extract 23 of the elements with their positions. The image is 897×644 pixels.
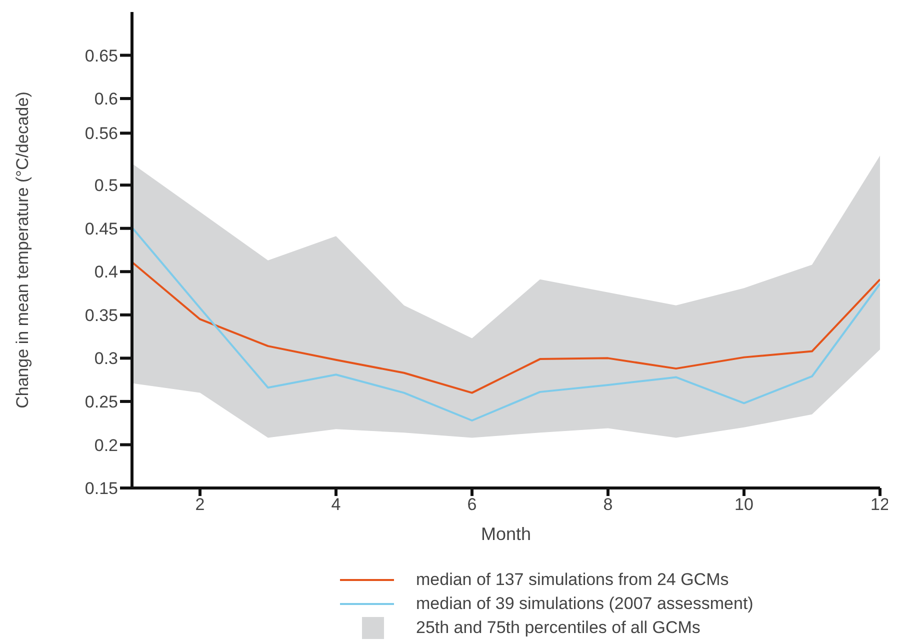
y-tick-label: 0.15 (84, 479, 118, 498)
x-tick-label: 6 (467, 495, 477, 514)
legend-label: median of 39 simulations (2007 assessment) (416, 594, 754, 614)
y-tick-label: 0.65 (84, 46, 118, 66)
y-tick-label: 0.56 (84, 124, 118, 144)
legend-label: 25th and 75th percentiles of all GCMs (416, 618, 700, 638)
y-axis-title: Change in mean temperature (°C/decade) (13, 92, 32, 408)
x-tick-label: 4 (331, 495, 341, 514)
y-tick-label: 0.5 (94, 176, 118, 196)
x-tick-label: 10 (734, 495, 754, 514)
y-tick-label: 0.4 (94, 262, 118, 282)
x-tick-label: 8 (603, 495, 613, 514)
y-tick-label: 0.25 (84, 392, 118, 412)
y-tick-label: 0.3 (94, 349, 118, 368)
y-tick-label: 0.6 (94, 90, 118, 109)
y-tick-label: 0.45 (84, 219, 118, 238)
line-series (132, 226, 880, 422)
x-axis-title: Month (480, 524, 532, 544)
y-tick-label: 0.35 (84, 306, 118, 325)
line-series (132, 261, 880, 394)
legend-label: median of 137 simulations from 24 GCMs (416, 570, 729, 590)
x-tick-label: 2 (195, 495, 205, 514)
y-tick-label: 0.2 (94, 436, 118, 455)
